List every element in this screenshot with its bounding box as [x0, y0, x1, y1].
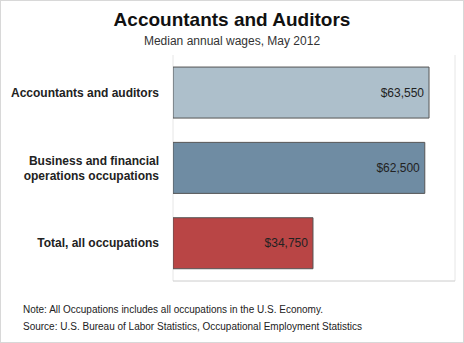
html-text:Note: All Occupations includes: Note: All Occupations includes all occup… — [23, 304, 323, 315]
svg-text:$62,500: $62,500 — [376, 161, 420, 175]
svg-text:$34,750: $34,750 — [265, 236, 309, 250]
html-text:Median annual wages, May 2012: Median annual wages, May 2012 — [143, 34, 321, 48]
svg-text:Business and financialoperatio: Business and financialoperations occupat… — [24, 154, 160, 183]
html-text:Accountants and Auditors: Accountants and Auditors — [113, 9, 351, 30]
html-text:Source: U.S. Bureau of Labor S: Source: U.S. Bureau of Labor Statistics,… — [23, 321, 362, 332]
svg-text:Total, all occupations: Total, all occupations — [37, 236, 159, 250]
svg-text:Accountants and auditors: Accountants and auditors — [11, 86, 159, 100]
svg-text:$63,550: $63,550 — [381, 86, 425, 100]
